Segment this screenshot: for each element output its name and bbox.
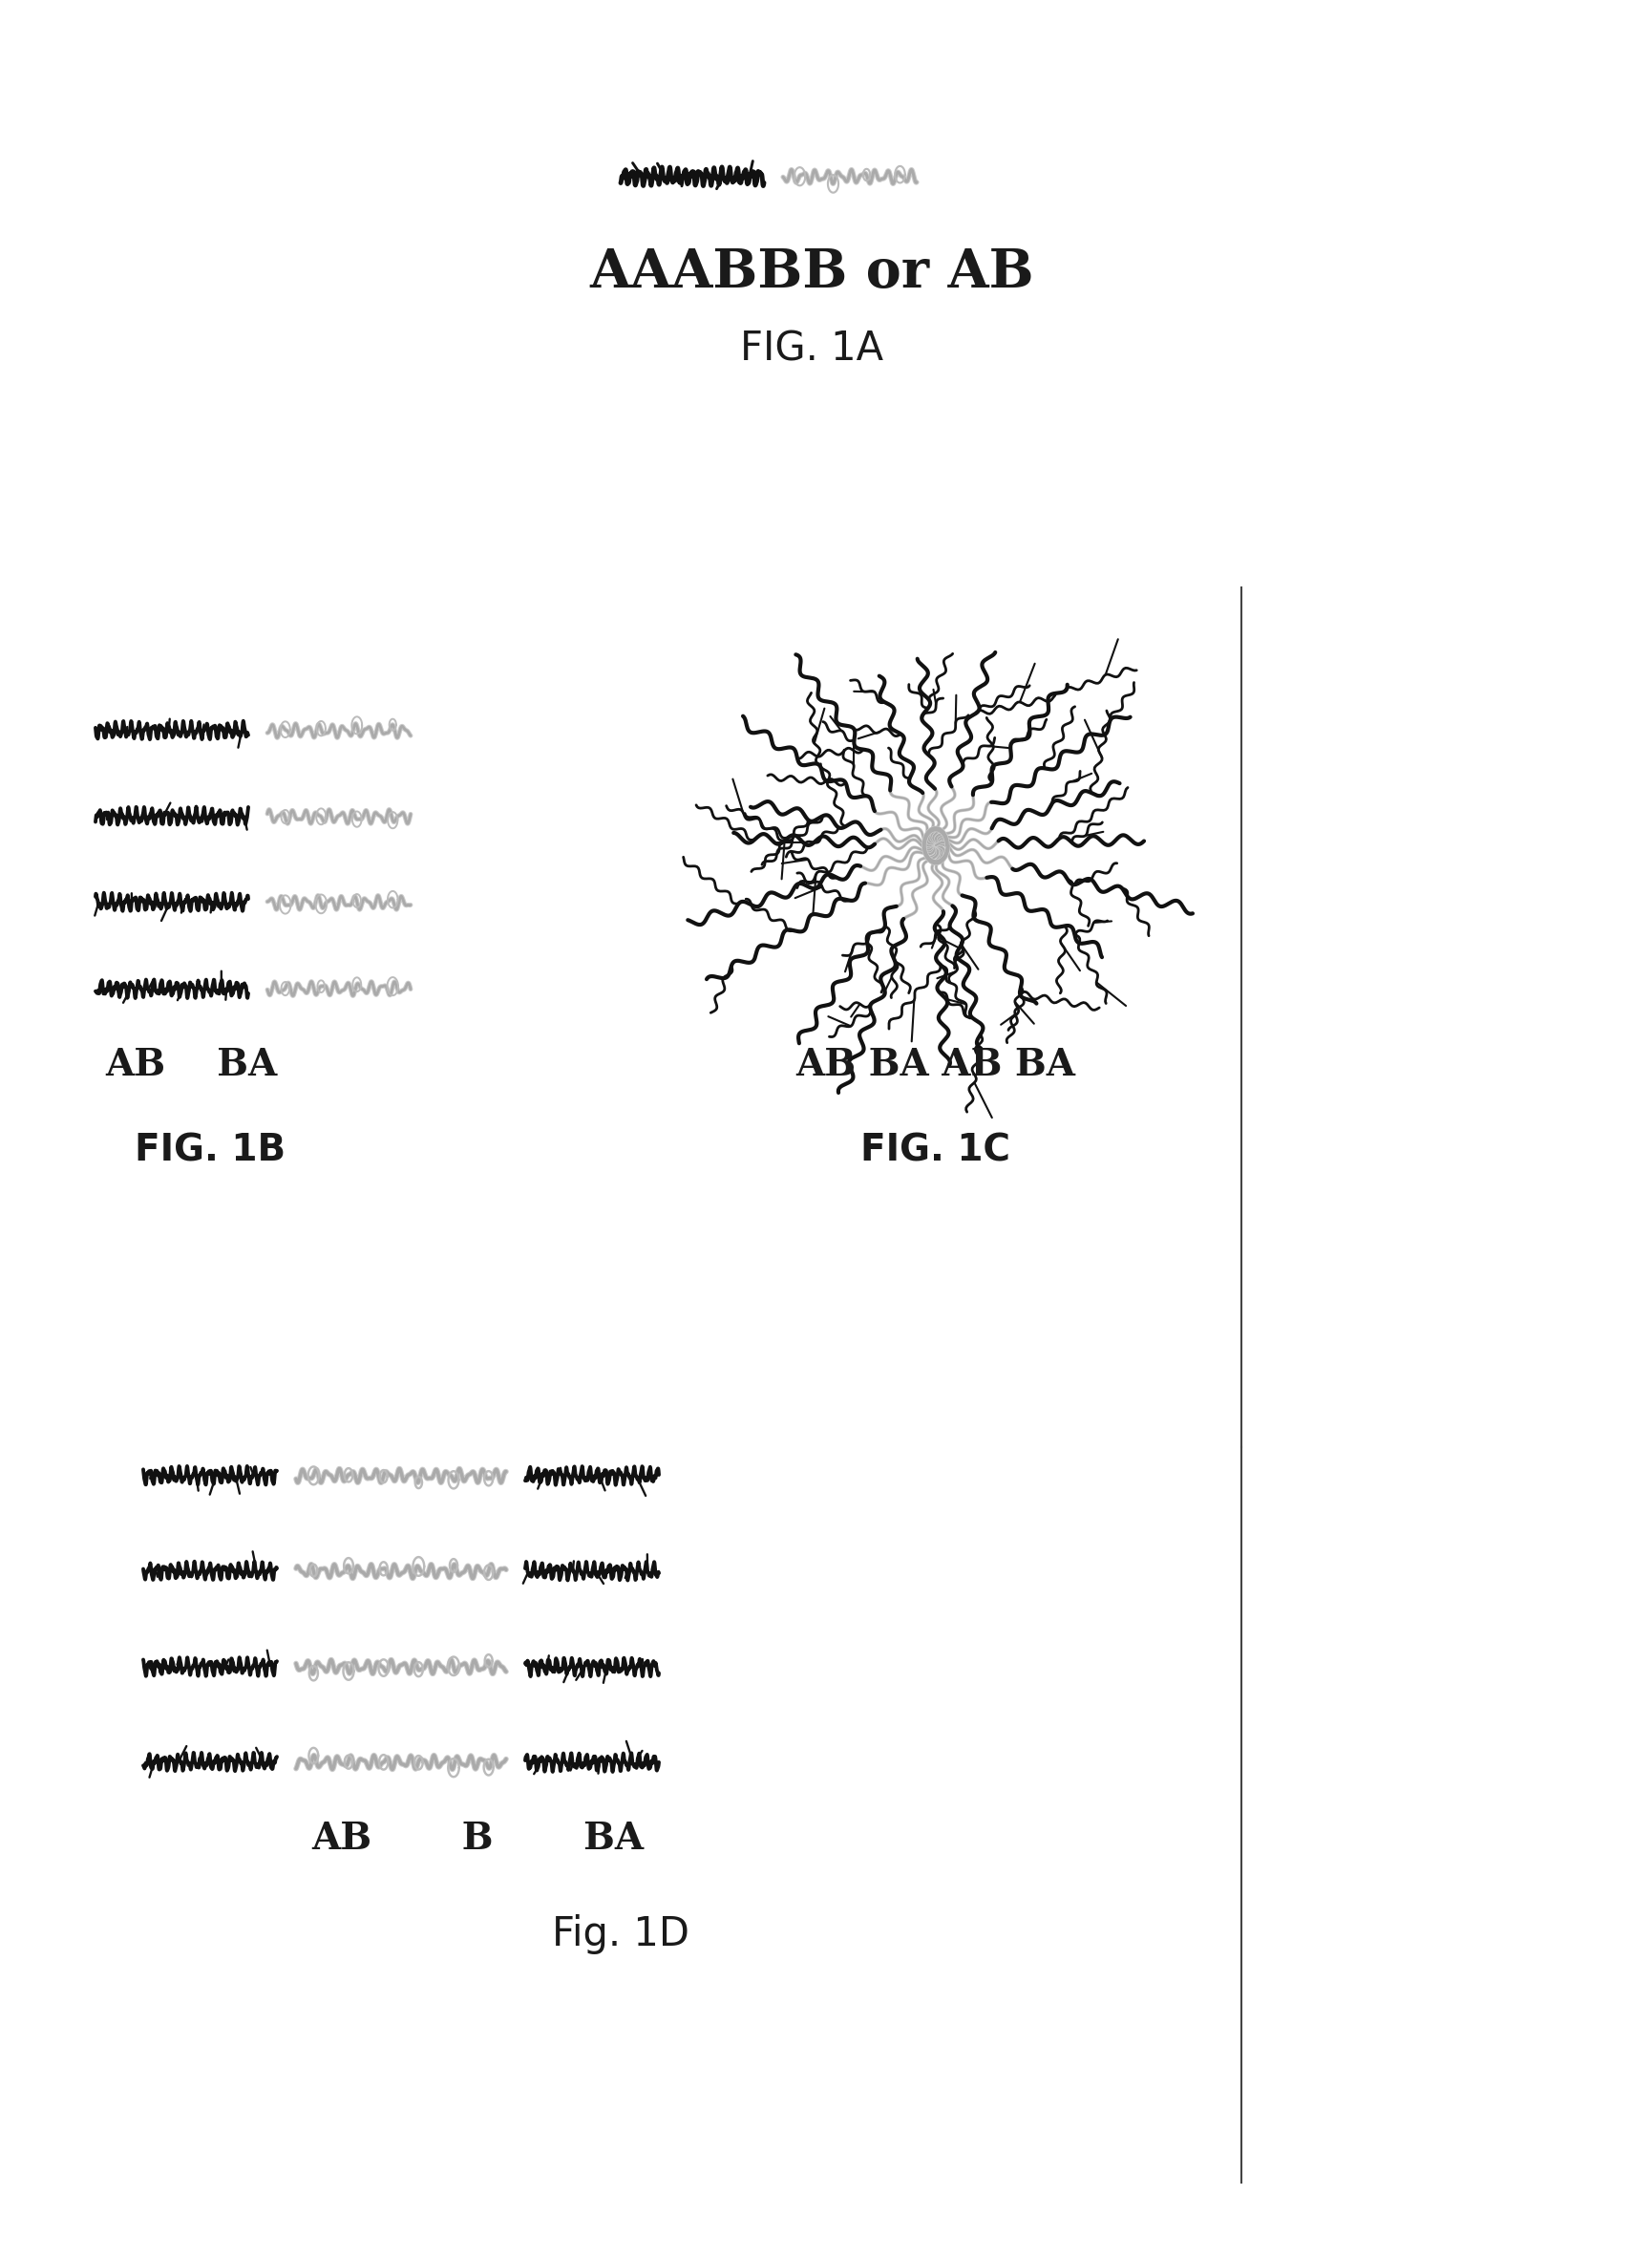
Text: AB    BA: AB BA — [104, 1046, 278, 1082]
Text: AB BA AB BA: AB BA AB BA — [796, 1046, 1075, 1082]
Text: AB       B       BA: AB B BA — [311, 1821, 643, 1857]
Text: FIG. 1C: FIG. 1C — [861, 1132, 1009, 1170]
Text: AAABBB or AB: AAABBB or AB — [590, 246, 1034, 298]
Text: FIG. 1A: FIG. 1A — [740, 328, 882, 368]
Text: Fig. 1D: Fig. 1D — [552, 1913, 689, 1954]
Text: FIG. 1B: FIG. 1B — [134, 1132, 286, 1170]
